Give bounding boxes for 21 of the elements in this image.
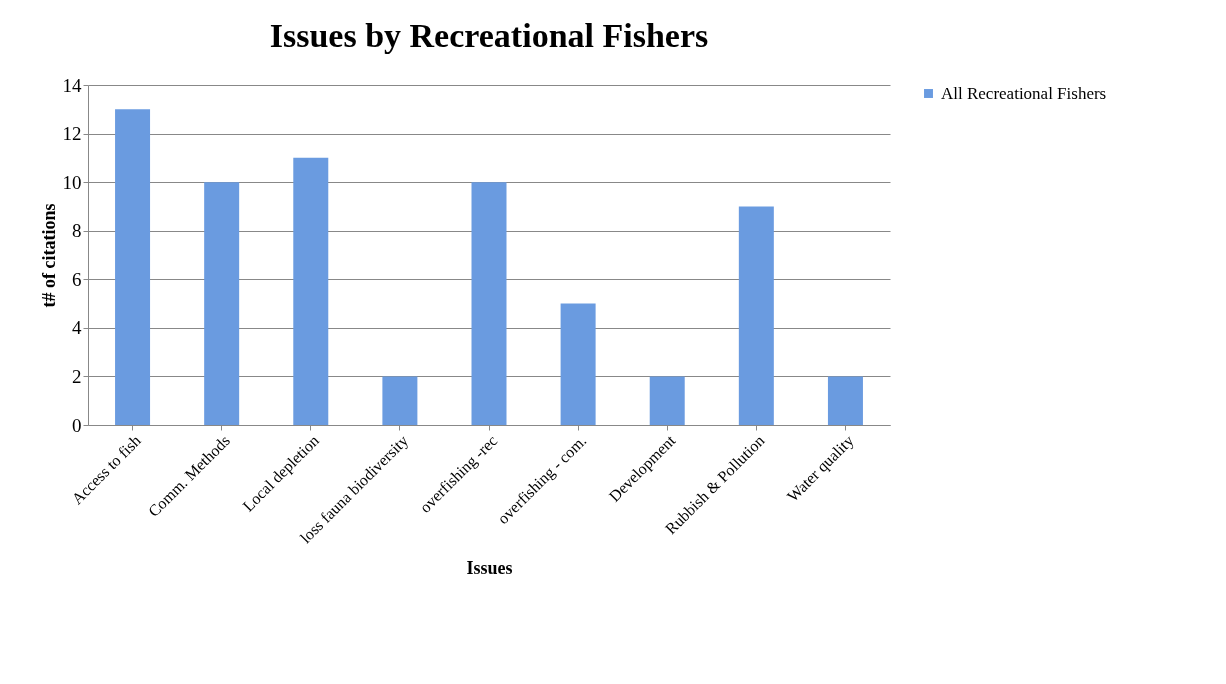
bar xyxy=(293,157,329,425)
bar xyxy=(204,182,240,425)
y-tick-label: 8 xyxy=(72,220,82,242)
bar xyxy=(738,206,774,425)
y-tick-label: 12 xyxy=(62,123,82,145)
y-tick-label: 2 xyxy=(72,365,82,387)
y-tick-label: 6 xyxy=(72,268,82,290)
x-axis-title: Issues xyxy=(466,558,513,579)
bar xyxy=(560,303,596,425)
bar xyxy=(827,376,863,425)
y-tick-label: 14 xyxy=(62,74,82,96)
y-tick-label: 10 xyxy=(62,171,82,193)
bar xyxy=(471,182,507,425)
chart-title: Issues by Recreational Fishers xyxy=(269,17,709,54)
y-tick-label: 4 xyxy=(72,317,82,339)
bar xyxy=(115,109,151,425)
legend-label: All Recreational Fishers xyxy=(941,83,1107,103)
y-tick-label: 0 xyxy=(72,414,82,436)
y-axis-title: t# of citations xyxy=(38,203,59,308)
bar xyxy=(382,376,418,425)
bar xyxy=(649,376,685,425)
